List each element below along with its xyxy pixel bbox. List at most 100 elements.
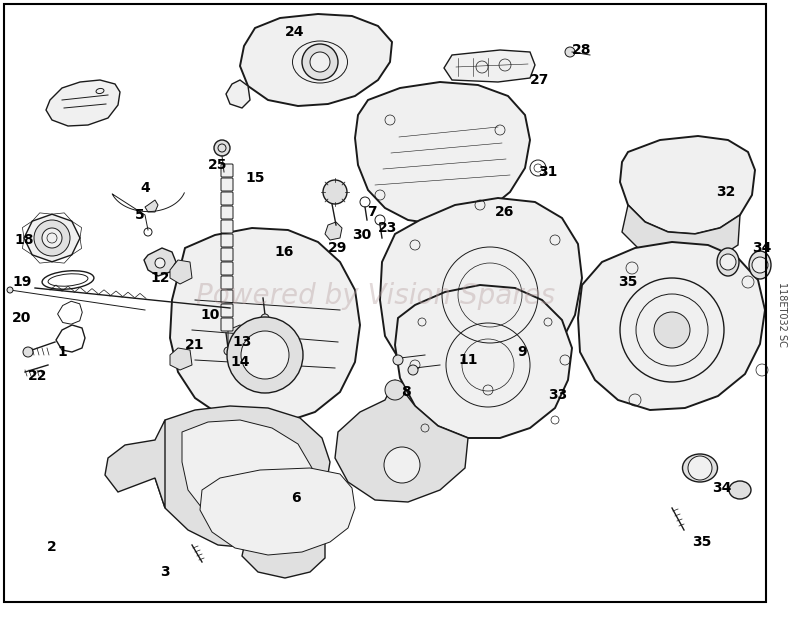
Polygon shape — [170, 348, 192, 370]
Polygon shape — [46, 80, 120, 126]
Text: 26: 26 — [495, 205, 514, 219]
Polygon shape — [380, 198, 582, 390]
FancyBboxPatch shape — [221, 304, 233, 317]
FancyBboxPatch shape — [221, 234, 233, 247]
FancyBboxPatch shape — [221, 290, 233, 303]
Text: 22: 22 — [28, 369, 48, 383]
Text: 34: 34 — [752, 241, 772, 255]
Text: 11: 11 — [458, 353, 478, 367]
Text: 23: 23 — [378, 221, 398, 235]
Text: 4: 4 — [140, 181, 150, 195]
Text: 24: 24 — [286, 25, 305, 39]
Text: 7: 7 — [367, 205, 377, 219]
Ellipse shape — [23, 347, 33, 357]
Ellipse shape — [385, 380, 405, 400]
Text: 8: 8 — [401, 385, 411, 399]
Text: 20: 20 — [12, 311, 32, 325]
Text: 35: 35 — [618, 275, 638, 289]
Polygon shape — [622, 205, 740, 264]
Polygon shape — [170, 228, 360, 424]
Polygon shape — [248, 250, 278, 298]
Polygon shape — [232, 344, 250, 365]
FancyBboxPatch shape — [221, 178, 233, 191]
Polygon shape — [144, 248, 176, 276]
Polygon shape — [240, 14, 392, 106]
Ellipse shape — [214, 140, 230, 156]
Text: 118ET032 SC: 118ET032 SC — [777, 282, 787, 347]
Polygon shape — [444, 50, 535, 82]
Text: 5: 5 — [135, 208, 145, 222]
Ellipse shape — [323, 180, 347, 204]
Text: 32: 32 — [716, 185, 736, 199]
Text: 31: 31 — [538, 165, 558, 179]
Polygon shape — [226, 80, 250, 108]
FancyBboxPatch shape — [221, 164, 233, 177]
FancyBboxPatch shape — [221, 248, 233, 261]
Text: 3: 3 — [160, 565, 170, 579]
Polygon shape — [170, 260, 192, 284]
FancyBboxPatch shape — [221, 262, 233, 275]
Ellipse shape — [7, 287, 13, 293]
FancyBboxPatch shape — [221, 220, 233, 233]
Polygon shape — [145, 200, 158, 212]
Ellipse shape — [720, 254, 736, 270]
Ellipse shape — [302, 44, 338, 80]
Ellipse shape — [155, 258, 165, 268]
Ellipse shape — [224, 347, 232, 355]
Polygon shape — [24, 214, 80, 262]
Text: Powered by Vision Spares: Powered by Vision Spares — [196, 282, 556, 309]
Text: 21: 21 — [186, 338, 205, 352]
Text: 2: 2 — [47, 540, 57, 554]
Ellipse shape — [384, 447, 420, 483]
Polygon shape — [182, 420, 312, 532]
Text: 1: 1 — [57, 345, 67, 359]
Ellipse shape — [261, 314, 269, 322]
Polygon shape — [620, 136, 755, 234]
Ellipse shape — [408, 365, 418, 375]
Ellipse shape — [34, 220, 70, 256]
Text: 25: 25 — [208, 158, 228, 172]
Polygon shape — [200, 468, 355, 555]
FancyBboxPatch shape — [221, 276, 233, 289]
Text: 33: 33 — [548, 388, 568, 402]
FancyBboxPatch shape — [221, 206, 233, 219]
Text: 19: 19 — [12, 275, 32, 289]
Polygon shape — [228, 325, 248, 348]
Ellipse shape — [227, 317, 303, 393]
Polygon shape — [355, 82, 530, 224]
Text: 35: 35 — [692, 535, 712, 549]
Polygon shape — [395, 285, 572, 438]
Polygon shape — [578, 242, 765, 410]
Text: 28: 28 — [572, 43, 592, 57]
Text: 29: 29 — [328, 241, 348, 255]
Text: 13: 13 — [232, 335, 252, 349]
Text: 9: 9 — [517, 345, 527, 359]
Polygon shape — [242, 525, 325, 578]
Text: 10: 10 — [200, 308, 220, 322]
Text: 15: 15 — [246, 171, 265, 185]
Ellipse shape — [752, 257, 768, 273]
Ellipse shape — [729, 481, 751, 499]
Text: 14: 14 — [230, 355, 250, 369]
Ellipse shape — [749, 251, 771, 279]
Polygon shape — [155, 406, 330, 548]
Polygon shape — [105, 420, 165, 508]
Text: 30: 30 — [352, 228, 372, 242]
Ellipse shape — [565, 47, 575, 57]
Ellipse shape — [717, 248, 739, 276]
Text: 6: 6 — [291, 491, 301, 505]
Ellipse shape — [310, 52, 330, 72]
Ellipse shape — [688, 456, 712, 480]
Text: 27: 27 — [530, 73, 550, 87]
Ellipse shape — [96, 89, 104, 94]
Text: 18: 18 — [14, 233, 34, 247]
Ellipse shape — [654, 312, 690, 348]
Polygon shape — [335, 380, 468, 502]
Ellipse shape — [682, 454, 718, 482]
Ellipse shape — [42, 228, 62, 248]
Ellipse shape — [393, 355, 403, 365]
Text: 34: 34 — [712, 481, 732, 495]
FancyBboxPatch shape — [221, 192, 233, 205]
FancyBboxPatch shape — [221, 318, 233, 331]
Text: 12: 12 — [150, 271, 170, 285]
